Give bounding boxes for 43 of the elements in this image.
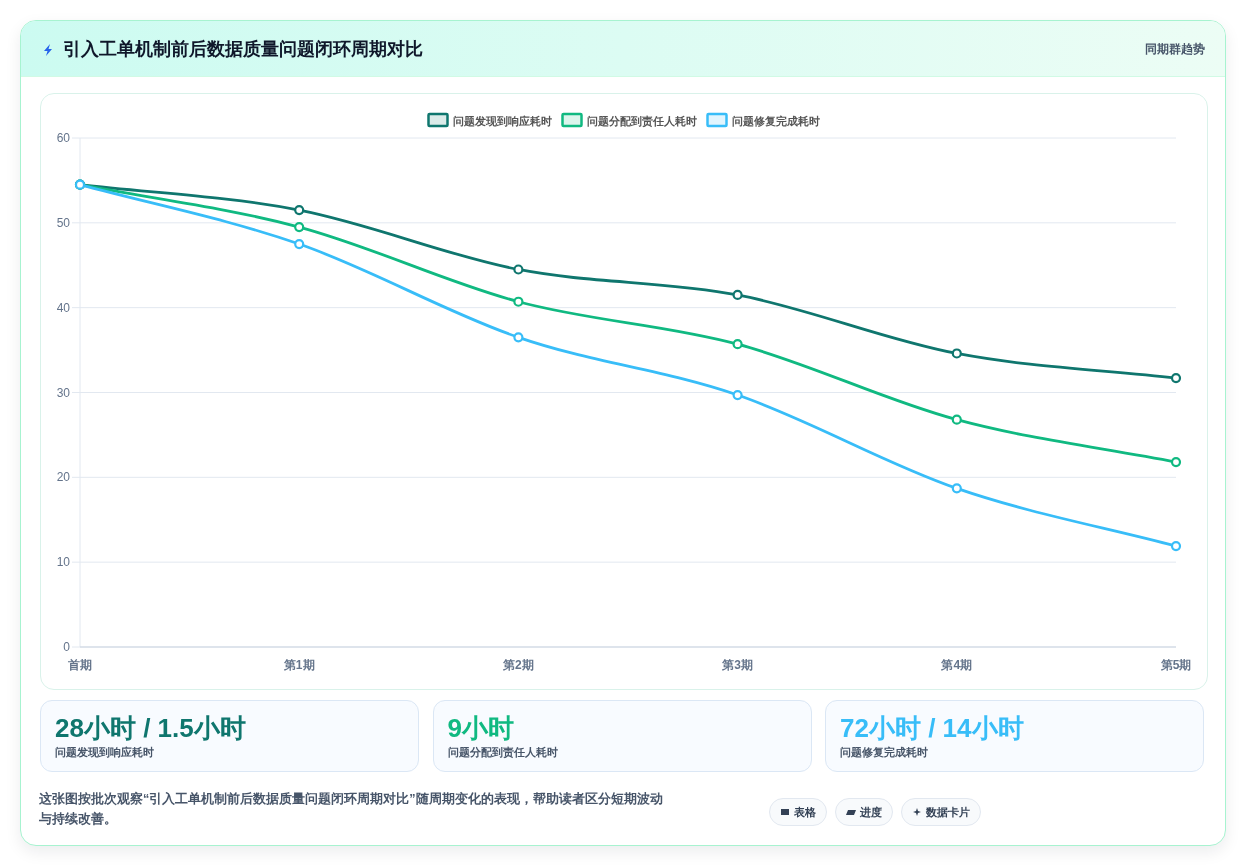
legend-label: 问题修复完成耗时 — [731, 115, 820, 127]
x-tick-label: 首期 — [67, 658, 92, 672]
y-tick-label: 0 — [63, 640, 71, 654]
text: 数据卡片 — [926, 804, 970, 820]
y-tick-label: 60 — [56, 131, 71, 145]
point — [732, 389, 743, 401]
text: 进度 — [860, 804, 882, 820]
y-tick-label: 40 — [56, 300, 71, 315]
chart-title: 引入工单机制前后数据质量问题闭环周期对比 — [63, 38, 423, 61]
x-tick-label: 第3期 — [721, 658, 753, 672]
text: 72小时 / 14小时 — [840, 712, 1024, 745]
point — [951, 348, 962, 359]
text: 表格 — [794, 804, 816, 820]
x-tick-label: 第4期 — [940, 658, 973, 672]
point — [732, 289, 743, 301]
point — [513, 264, 524, 275]
x-tick-label: 第5期 — [1159, 658, 1192, 672]
y-tick-label: 30 — [56, 385, 71, 400]
point — [1170, 372, 1182, 384]
point — [1170, 456, 1182, 468]
text: 问题发现到响应耗时 — [55, 745, 154, 760]
chart-subtitle: 同期群趋势 — [1145, 41, 1205, 58]
legend-label: 问题分配到责任人耗时 — [586, 115, 697, 128]
point — [294, 238, 305, 250]
point — [732, 339, 743, 350]
point — [513, 296, 524, 307]
point — [294, 221, 305, 233]
text: 问题分配到责任人耗时 — [447, 745, 558, 760]
text: 这张图按批次观察“引入工单机制前后数据质量问题闭环周期对比”随周期变化的表现，帮助读者区分短期波动与持续改善。 — [39, 790, 664, 828]
x-tick-label: 第1期 — [282, 658, 315, 672]
point — [951, 414, 962, 425]
text: 问题修复完成耗时 — [840, 745, 928, 760]
text: 9小时 — [447, 712, 514, 745]
x-tick-label: 第2期 — [502, 658, 534, 672]
y-tick-label: 50 — [56, 215, 71, 230]
y-tick-label: 10 — [56, 555, 71, 570]
legend-label: 问题发现到响应耗时 — [452, 115, 552, 127]
text: 28小时 / 1.5小时 — [55, 712, 246, 745]
point — [294, 205, 305, 216]
y-tick-label: 20 — [56, 470, 71, 485]
point — [513, 332, 524, 343]
point — [1170, 540, 1182, 552]
point — [951, 483, 962, 494]
